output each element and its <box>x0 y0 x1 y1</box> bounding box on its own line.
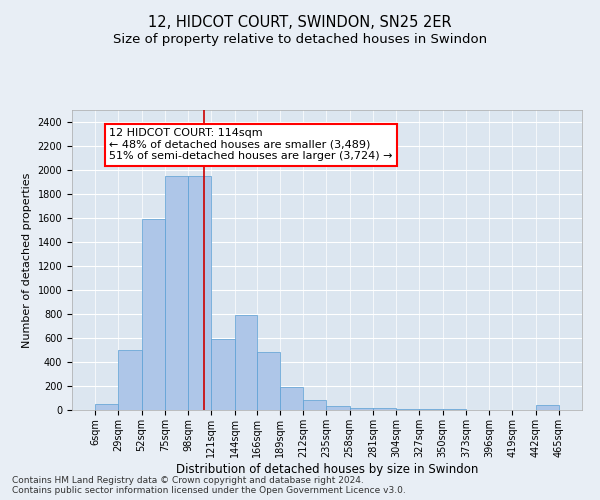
Bar <box>188 176 211 410</box>
Text: 12, HIDCOT COURT, SWINDON, SN25 2ER: 12, HIDCOT COURT, SWINDON, SN25 2ER <box>148 15 452 30</box>
Text: Contains public sector information licensed under the Open Government Licence v3: Contains public sector information licen… <box>12 486 406 495</box>
Text: Contains HM Land Registry data © Crown copyright and database right 2024.: Contains HM Land Registry data © Crown c… <box>12 476 364 485</box>
Bar <box>165 176 188 410</box>
Bar <box>536 405 559 410</box>
Bar <box>142 219 165 410</box>
Text: 12 HIDCOT COURT: 114sqm
← 48% of detached houses are smaller (3,489)
51% of semi: 12 HIDCOT COURT: 114sqm ← 48% of detache… <box>109 128 393 161</box>
Bar <box>350 408 373 410</box>
Bar <box>118 350 142 410</box>
Bar <box>235 315 257 410</box>
Bar <box>303 400 326 410</box>
Bar <box>326 406 350 410</box>
Bar <box>280 386 303 410</box>
Bar <box>257 352 280 410</box>
Y-axis label: Number of detached properties: Number of detached properties <box>22 172 32 348</box>
X-axis label: Distribution of detached houses by size in Swindon: Distribution of detached houses by size … <box>176 462 478 475</box>
Bar <box>211 339 235 410</box>
Text: Size of property relative to detached houses in Swindon: Size of property relative to detached ho… <box>113 32 487 46</box>
Bar <box>95 404 118 410</box>
Bar <box>373 408 396 410</box>
